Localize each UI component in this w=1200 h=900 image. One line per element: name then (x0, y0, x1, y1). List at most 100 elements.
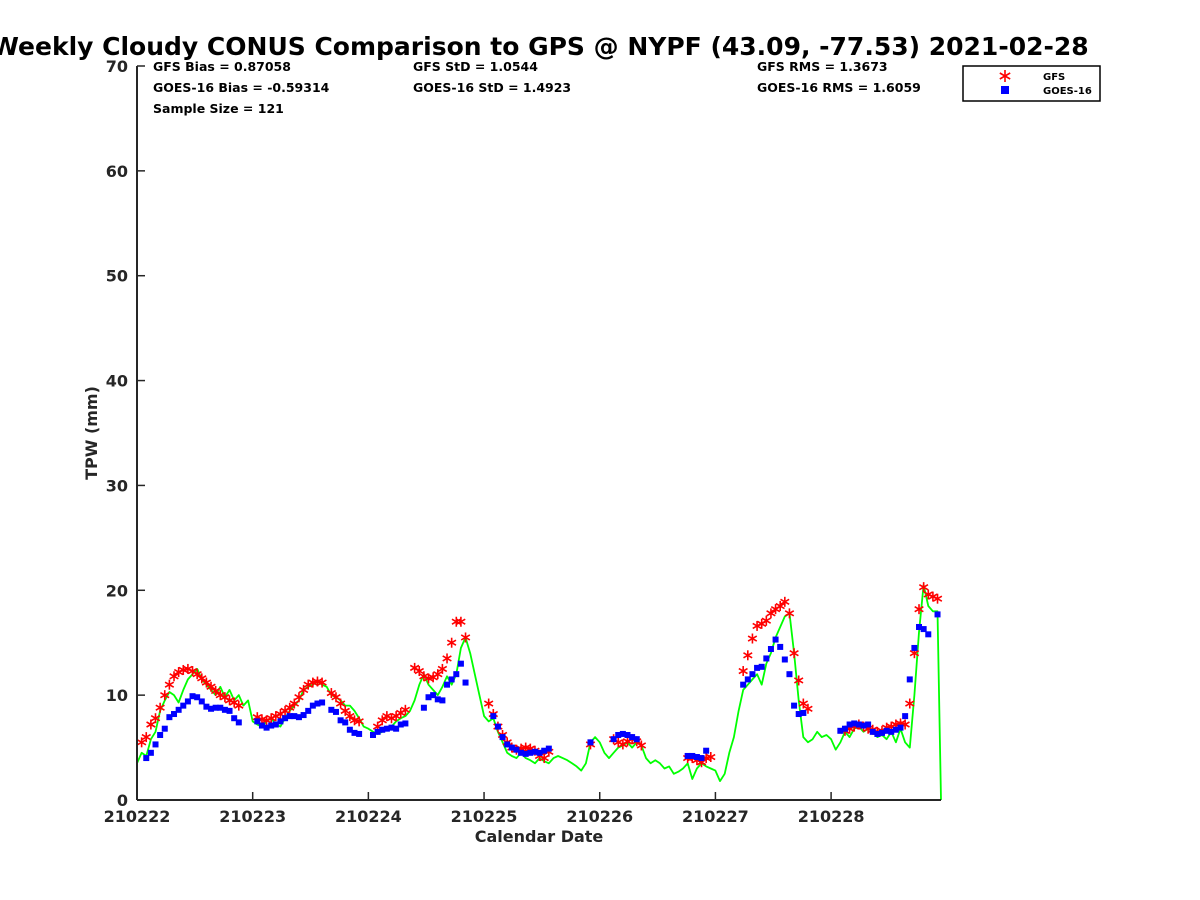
y-tick-label: 70 (106, 57, 128, 76)
goes16-point (490, 713, 497, 720)
y-tick-label: 0 (117, 791, 128, 810)
goes16-point (383, 725, 390, 732)
goes16-point (786, 671, 793, 678)
x-tick-label: 210225 (451, 807, 518, 826)
goes16-point (208, 705, 215, 712)
goes16-point (300, 712, 307, 719)
goes16-point (841, 725, 848, 732)
goes16-point (157, 731, 164, 738)
gfs-point (335, 698, 346, 709)
goes16-point (874, 730, 881, 737)
goes16-point (837, 727, 844, 734)
goes16-point (906, 676, 913, 683)
goes16-point (689, 752, 696, 759)
goes16-point (629, 734, 636, 741)
goes16-point (434, 696, 441, 703)
goes16-point (869, 728, 876, 735)
goes16-point (763, 655, 770, 662)
goes16-point (624, 731, 631, 738)
y-tick-label: 60 (106, 162, 128, 181)
gfs-point (743, 650, 753, 661)
goes16-point (531, 748, 538, 755)
gps-line (136, 584, 942, 801)
gfs-point (918, 582, 929, 593)
goes16-series (143, 611, 941, 762)
goes16-point (152, 741, 159, 748)
goes16-point (184, 698, 191, 705)
legend: GFS GOES-16 (962, 65, 1101, 102)
goes16-point (855, 721, 862, 728)
stat-text: GFS Bias = 0.87058 (153, 59, 291, 74)
goes16-point (231, 715, 238, 722)
goes16-point (772, 636, 779, 643)
x-tick-label: 210227 (682, 807, 749, 826)
goes16-point (444, 681, 451, 688)
goes16-point (217, 704, 224, 711)
goes16-point (513, 746, 520, 753)
goes16-point (902, 713, 909, 720)
goes16-point (143, 755, 150, 762)
goes16-point (883, 727, 890, 734)
gfs-point (164, 679, 175, 690)
goes16-point (522, 750, 529, 757)
gfs-point (354, 716, 364, 727)
chart-title: Weekly Cloudy CONUS Comparison to GPS @ … (0, 32, 1089, 61)
gfs-point (150, 713, 161, 724)
goes16-point (633, 736, 640, 743)
goes16-point (332, 708, 339, 715)
gfs-point (331, 692, 341, 703)
goes16-point (374, 728, 381, 735)
goes16-point (351, 729, 358, 736)
gfs-point (206, 681, 216, 692)
goes16-point (439, 697, 446, 704)
goes16-point (934, 611, 941, 618)
goes16-point (693, 754, 700, 761)
x-tick-label: 210226 (566, 807, 633, 826)
goes16-point (272, 721, 279, 728)
goes16-point (888, 728, 895, 735)
gfs-point (155, 702, 165, 713)
goes16-point (314, 700, 321, 707)
legend-gfs-marker (999, 70, 1011, 82)
stat-text: GOES-16 RMS = 1.6059 (757, 80, 921, 95)
gfs-point (747, 633, 758, 644)
goes16-point (897, 724, 904, 731)
goes16-point (453, 671, 460, 678)
goes16-point (879, 729, 886, 736)
goes16-point (795, 711, 802, 718)
goes16-point (254, 718, 261, 725)
goes16-point (541, 747, 548, 754)
gfs-point (141, 732, 151, 743)
gfs-point (460, 632, 471, 643)
goes16-point (758, 663, 765, 670)
goes16-point (504, 741, 511, 748)
goes16-point (356, 730, 363, 737)
goes16-point (527, 749, 534, 756)
goes16-point (457, 660, 464, 667)
goes16-point (425, 694, 432, 701)
gfs-point (780, 596, 790, 607)
goes16-point (286, 713, 293, 720)
goes16-point (277, 718, 284, 725)
goes16-point (161, 725, 168, 732)
goes16-point (749, 671, 756, 678)
goes16-point (916, 623, 923, 630)
goes16-point (703, 747, 710, 754)
goes16-point (518, 749, 525, 756)
goes16-point (258, 722, 265, 729)
gfs-point (706, 752, 716, 763)
goes16-point (494, 723, 501, 730)
x-axis-label: Calendar Date (475, 827, 604, 846)
goes16-point (198, 698, 205, 705)
gfs-point (437, 663, 448, 674)
goes16-point (448, 676, 455, 683)
x-tick-label: 210228 (798, 807, 865, 826)
plot-area (136, 582, 943, 801)
goes16-point (920, 626, 927, 633)
gfs-point (905, 698, 915, 709)
goes16-point (388, 724, 395, 731)
y-axis-label: TPW (mm) (82, 386, 101, 480)
y-tick-label: 30 (106, 476, 128, 495)
axes: 0 10 20 30 40 50 60 70 210222 210223 210224 210225 2… (104, 57, 941, 826)
goes16-point (221, 706, 228, 713)
